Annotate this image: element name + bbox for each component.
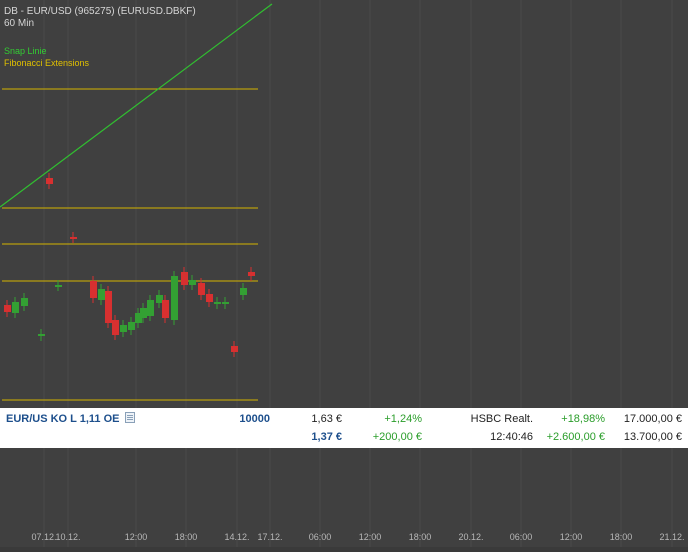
x-tick-label: 17.12. [257, 532, 283, 542]
lower-chart-canvas[interactable] [0, 448, 688, 547]
price-chart[interactable]: DB - EUR/USD (965275) (EURUSD.DBKF) 60 M… [0, 0, 688, 408]
candle-body [140, 308, 147, 318]
x-tick-label: 12:00 [559, 532, 583, 542]
snap-line [0, 3, 273, 208]
candle-body [12, 302, 19, 313]
candle-body [128, 322, 135, 330]
candle-body [46, 178, 53, 184]
x-tick-label: 18:00 [609, 532, 633, 542]
price-bid: 1,63 € [311, 413, 342, 425]
candle-body [222, 302, 229, 304]
candle-body [21, 298, 28, 306]
purchase-value: 13.700,00 € [623, 431, 682, 443]
candle-body [90, 281, 97, 298]
document-icon[interactable] [124, 412, 135, 423]
fibonacci-levels [2, 88, 258, 401]
candle-body [98, 289, 105, 300]
x-tick-label: 18:00 [408, 532, 432, 542]
x-tick-label: 12:00 [358, 532, 382, 542]
candle-body [105, 291, 112, 323]
instrument-name-link[interactable]: EUR/US KO L 1,11 OE [6, 411, 135, 427]
x-tick-label: 14.12. [224, 532, 250, 542]
x-tick-label: 21.12. [659, 532, 685, 542]
x-tick-label: 12:00 [124, 532, 148, 542]
candle-body [181, 272, 188, 285]
candle-body [135, 313, 142, 323]
candle-body [156, 295, 163, 303]
position-value: 17.000,00 € [623, 413, 682, 425]
candle-body [171, 276, 178, 320]
x-tick-label: 07.12. [31, 532, 57, 542]
instrument-info-bar: EUR/US KO L 1,11 OE 10000 1,63 € +1,24% … [0, 408, 688, 448]
performance-percent: +18,98% [561, 413, 605, 425]
x-tick-label: 06:00 [509, 532, 533, 542]
candle-body [189, 280, 196, 285]
chart-canvas[interactable] [0, 0, 688, 408]
trading-venue[interactable]: HSBC Realt. [470, 413, 533, 425]
quote-time: 12:40:46 [490, 431, 533, 443]
legend-snap-line[interactable]: Snap Linie [4, 46, 47, 56]
candle-body [55, 285, 62, 287]
performance-absolute: +2.600,00 € [546, 431, 605, 443]
x-tick-label: 18:00 [174, 532, 198, 542]
candle-body [120, 325, 127, 332]
candle-body [38, 334, 45, 336]
chart-title-instrument: DB - EUR/USD (965275) (EURUSD.DBKF) [4, 6, 196, 17]
candle-body [4, 305, 11, 312]
candle-body [147, 300, 154, 316]
candle-body [248, 272, 255, 276]
x-tick-label: 20.12. [458, 532, 484, 542]
candle-body [214, 302, 221, 304]
instrument-name[interactable]: EUR/US KO L 1,11 OE [6, 413, 120, 425]
candle-body [231, 346, 238, 352]
candle-body [162, 300, 169, 318]
chart-grid [43, 0, 673, 408]
lower-chart-pane[interactable] [0, 448, 688, 547]
legend-fibonacci[interactable]: Fibonacci Extensions [4, 58, 90, 68]
change-percent: +1,24% [384, 413, 422, 425]
candle-body [198, 283, 205, 295]
chart-title-interval: 60 Min [4, 18, 35, 29]
candle-body [70, 237, 77, 239]
candle-body [240, 288, 247, 295]
price-ask: 1,37 € [311, 431, 342, 443]
x-tick-label: 06:00 [308, 532, 332, 542]
chart-title: DB - EUR/USD (965275) (EURUSD.DBKF) 60 M… [4, 6, 196, 30]
candle-body [112, 320, 119, 335]
quantity: 10000 [239, 413, 270, 425]
x-tick-label: 10.12. [55, 532, 81, 542]
change-absolute: +200,00 € [372, 431, 422, 443]
candlesticks [4, 173, 255, 357]
candle-body [206, 294, 213, 302]
